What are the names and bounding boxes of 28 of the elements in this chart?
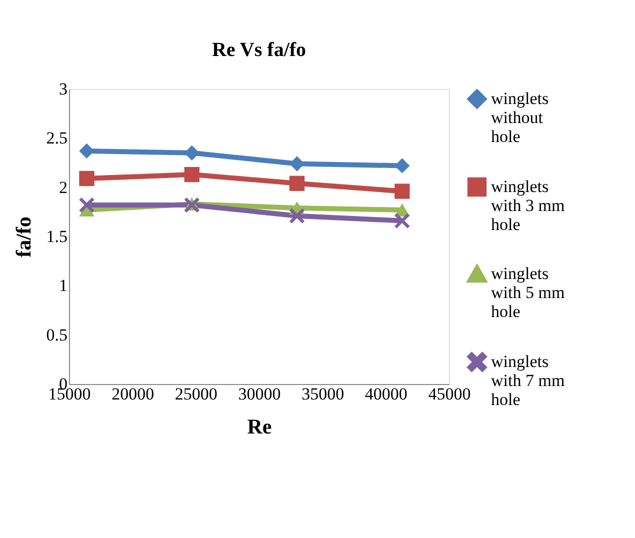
legend-label: winglets with 3 mm hole: [491, 177, 565, 234]
point: [289, 176, 305, 191]
legend-label: winglets with 5 mm hole: [491, 264, 565, 321]
y-axis-title: fa/fo: [11, 216, 36, 258]
point: [79, 143, 94, 159]
y-tick-label: 1: [59, 276, 68, 296]
x-tick-label: 35000: [302, 384, 344, 404]
point: [79, 170, 94, 186]
point: [394, 158, 410, 174]
point: [394, 213, 410, 228]
x-tick-label: 25000: [174, 384, 218, 404]
x-tick-label: 40000: [364, 384, 408, 404]
x-tick-label: 30000: [238, 384, 281, 404]
x-tick-label: 20000: [112, 384, 154, 404]
legend-label: winglets with 7 mm hole: [491, 352, 565, 409]
point: [394, 184, 410, 199]
point: [289, 208, 305, 224]
y-tick-label: 3: [59, 80, 68, 98]
x-axis-title: Re: [247, 414, 272, 438]
y-tick-label: 2.5: [46, 128, 68, 148]
point: [79, 197, 94, 213]
point: [184, 166, 200, 182]
legend-label: winglets without hole: [491, 89, 549, 146]
y-tick-label: 1.5: [46, 227, 68, 246]
y-tick-label: 2: [59, 178, 68, 197]
y-tick-label: 0.5: [46, 325, 68, 344]
chart-title: Re Vs fa/fo: [212, 39, 306, 61]
x-tick-label: 45000: [428, 384, 471, 404]
